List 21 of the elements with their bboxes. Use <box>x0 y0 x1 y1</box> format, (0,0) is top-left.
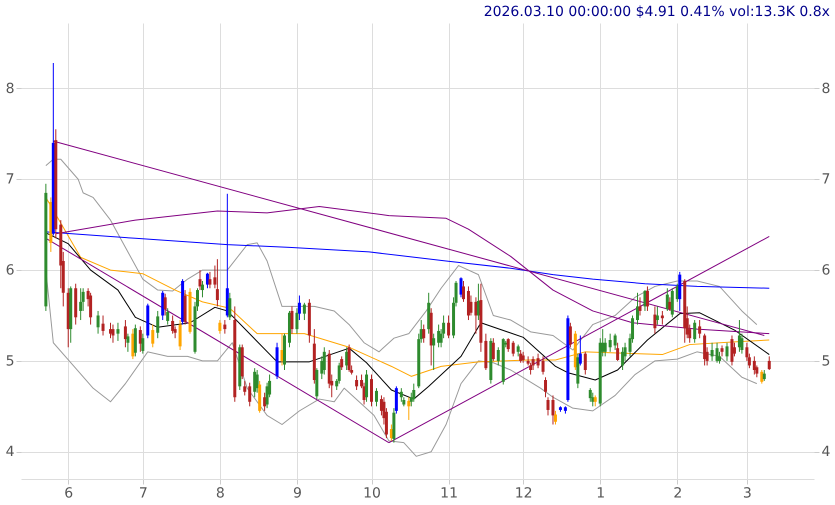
y-tick-label: 5 <box>6 353 14 370</box>
x-tick-label: 3 <box>742 486 752 502</box>
y2-tick-label: 7 <box>822 172 830 188</box>
y-tick-label: 6 <box>6 262 15 279</box>
chart-title: 2026.03.10 00:00:00 $4.91 0.41% vol:13.3K 0.8x <box>484 4 830 20</box>
x-tick-label: 1 <box>596 486 606 502</box>
x-tick-label: 6 <box>64 486 74 502</box>
y2-tick-label: 4 <box>822 444 830 460</box>
y-tick-label: 8 <box>6 80 14 97</box>
x-tick-label: 12 <box>514 486 533 502</box>
x-tick-label: 7 <box>138 486 148 502</box>
y2-tick-label: 8 <box>822 80 830 97</box>
y2-tick-label: 5 <box>822 353 830 370</box>
x-tick-label: 8 <box>216 486 225 502</box>
x-tick-label: 2 <box>673 486 682 502</box>
x-tick-label: 11 <box>440 486 458 502</box>
x-tick-label: 9 <box>292 486 302 502</box>
x-tick-label: 10 <box>363 486 381 502</box>
y-tick-label: 7 <box>6 172 14 188</box>
y2-tick-label: 6 <box>822 262 830 279</box>
y-tick-label: 4 <box>6 444 15 460</box>
